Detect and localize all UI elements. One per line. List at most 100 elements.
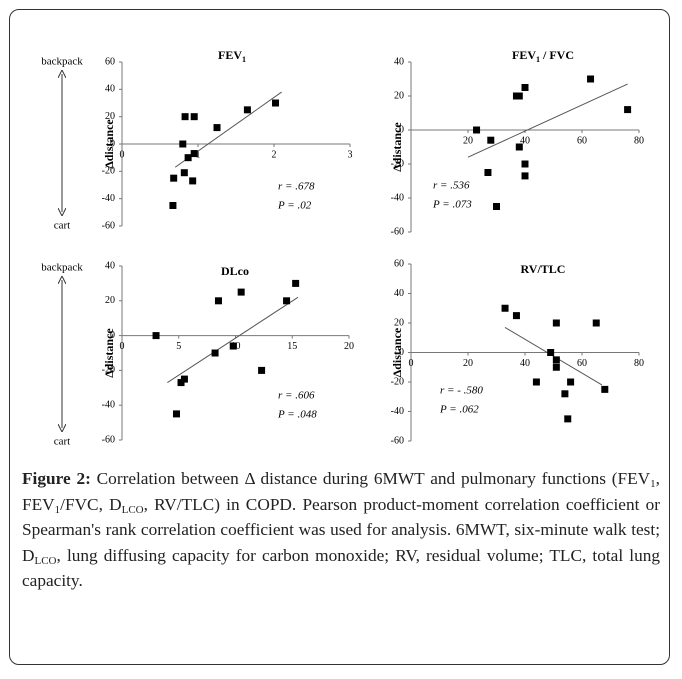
x-tick-label: 0 — [120, 341, 125, 352]
title-segment: / FVC — [540, 48, 574, 62]
data-point — [547, 349, 555, 356]
data-point — [552, 319, 560, 327]
y-tick-label: 40 — [394, 56, 404, 67]
x-tick-label: 3 — [348, 149, 353, 160]
data-point — [213, 124, 221, 132]
y-axis-label: Δdistance — [390, 327, 404, 377]
data-point — [177, 379, 185, 387]
data-point — [567, 378, 575, 386]
y-tick-label: -40 — [391, 192, 404, 203]
caption-subscript: LCO — [34, 554, 57, 567]
data-point — [152, 332, 160, 340]
data-point — [189, 177, 197, 185]
data-point — [243, 106, 251, 114]
x-tick-label: 80 — [634, 135, 644, 146]
caption-subscript: 1 — [650, 478, 656, 490]
stat-annotation: r = .606 — [278, 390, 315, 402]
x-tick-label: 0 — [409, 358, 414, 369]
data-point — [552, 356, 560, 364]
y-tick-label: -60 — [102, 220, 115, 231]
x-tick-label: 40 — [520, 135, 530, 146]
y-tick-label: -60 — [391, 435, 404, 446]
title-segment: FEV — [512, 48, 536, 62]
data-point — [552, 363, 560, 371]
stat-annotation: P = .073 — [432, 199, 472, 211]
title-segment: FEV — [218, 48, 242, 62]
y-axis-label: Δdistance — [390, 122, 404, 172]
data-point — [493, 203, 500, 210]
x-tick-label: 40 — [520, 358, 530, 369]
x-tick-label: 20 — [463, 135, 473, 146]
data-point — [521, 160, 529, 168]
y-tick-label: -20 — [102, 166, 115, 177]
y-tick-label: 40 — [394, 288, 404, 299]
data-point — [624, 106, 632, 114]
y-tick-label: -20 — [391, 158, 404, 169]
y-tick-label: -40 — [102, 193, 115, 204]
chart-title: RV/TLC — [521, 262, 566, 276]
y-tick-label: -60 — [102, 434, 115, 445]
data-point — [237, 288, 245, 296]
y-tick-label: 20 — [105, 111, 115, 122]
x-tick-label: 60 — [577, 135, 587, 146]
stat-annotation: r = .536 — [433, 180, 470, 192]
title-subscript: 1 — [536, 55, 540, 64]
side-label-top: backpack — [41, 262, 83, 274]
x-tick-label: 2 — [272, 149, 277, 160]
data-point — [473, 126, 481, 134]
data-point — [292, 279, 300, 287]
y-tick-label: -40 — [391, 406, 404, 417]
x-tick-label: 80 — [634, 358, 644, 369]
trend-line — [167, 296, 299, 383]
side-label-bottom: cart — [54, 436, 70, 448]
data-point — [258, 366, 266, 374]
caption-segment: , FEV — [22, 469, 660, 514]
data-point — [169, 202, 177, 209]
stat-annotation: r = - .580 — [440, 385, 483, 397]
data-point — [512, 312, 520, 320]
caption-segment: , lung diffusing capacity for carbon mon… — [22, 545, 660, 591]
y-tick-label: 0 — [110, 330, 115, 341]
data-point — [515, 92, 523, 100]
caption-segment: , RV/TLC) in COPD. Pearson product-momen… — [22, 494, 660, 565]
data-point — [521, 172, 529, 180]
caption-text: Correlation between Δ distance during 6M… — [22, 469, 660, 590]
data-point — [170, 174, 178, 182]
caption-subscript: 1 — [54, 503, 61, 516]
data-point — [214, 297, 222, 305]
figure-frame — [9, 9, 670, 665]
data-point — [172, 410, 180, 418]
figure-caption: Figure 2: Correlation between Δ distance… — [22, 466, 660, 594]
x-tick-label: 0 — [120, 149, 125, 160]
caption-label: Figure 2: — [22, 469, 91, 488]
x-tick-label: 5 — [176, 341, 181, 352]
caption-subscript: LCO — [121, 503, 144, 516]
x-tick-label: 15 — [287, 341, 297, 352]
data-point — [515, 143, 523, 151]
y-axis-label: Δdistance — [102, 119, 116, 169]
figure-charts: backpackcartbackpackcartFEV1-60-40-20020… — [41, 48, 644, 448]
trend-line — [467, 83, 628, 158]
y-tick-label: -20 — [102, 365, 115, 376]
data-point — [181, 113, 189, 121]
y-tick-label: -40 — [102, 399, 115, 410]
y-tick-label: -20 — [391, 376, 404, 387]
y-tick-label: 40 — [105, 260, 115, 271]
data-point — [592, 319, 600, 327]
data-point — [487, 136, 495, 144]
chart-title: FEV1 — [218, 48, 246, 65]
data-point — [229, 342, 237, 350]
x-tick-label: 1 — [196, 149, 201, 160]
stat-annotation: P = .048 — [277, 409, 317, 421]
y-tick-label: 60 — [394, 258, 404, 269]
y-axis-label: Δdistance — [102, 328, 116, 378]
data-point — [501, 304, 509, 312]
y-tick-label: 0 — [110, 138, 115, 149]
data-point — [184, 154, 192, 162]
y-tick-label: 60 — [105, 56, 115, 67]
x-tick-label: 60 — [577, 358, 587, 369]
data-point — [564, 415, 572, 423]
title-segment: DLco — [221, 264, 249, 278]
y-tick-label: 20 — [105, 295, 115, 306]
y-tick-label: 20 — [394, 317, 404, 328]
